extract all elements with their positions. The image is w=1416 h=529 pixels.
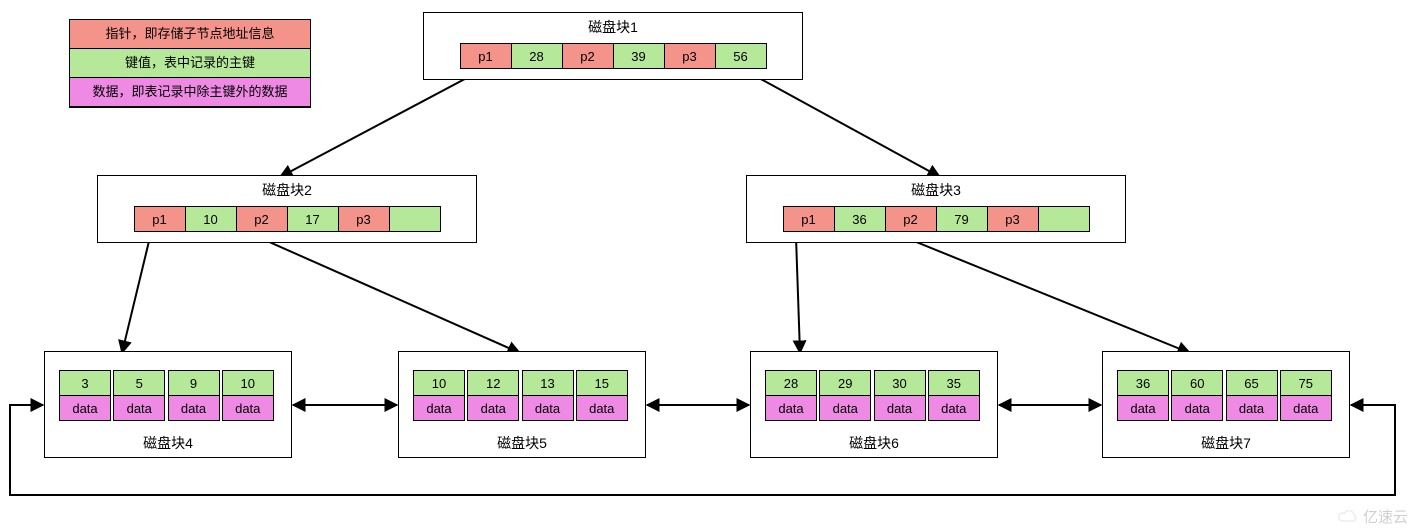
disk-block-1: 磁盘块1 p128p239p356 [423, 12, 803, 80]
key-cell: 36 [1117, 370, 1169, 396]
data-cell: data [168, 395, 220, 421]
data-cell: data [576, 395, 628, 421]
block7-grid: 36data60data65data75data [1103, 356, 1349, 431]
data-cell: data [1171, 395, 1223, 421]
block2-cells: p110p217p3 [98, 206, 476, 242]
pointer-cell: p2 [236, 206, 288, 232]
block-title: 磁盘块1 [424, 17, 802, 37]
data-cell: data [1280, 395, 1332, 421]
disk-block-3: 磁盘块3 p136p279p3 [746, 175, 1126, 243]
leaf-column: 10data [413, 370, 468, 421]
data-cell: data [819, 395, 871, 421]
pointer-cell: p1 [783, 206, 835, 232]
data-cell: data [113, 395, 165, 421]
block6-grid: 28data29data30data35data [751, 356, 997, 431]
key-cell: 10 [185, 206, 237, 232]
key-cell: 9 [168, 370, 220, 396]
block1-cells: p128p239p356 [424, 43, 802, 79]
data-cell: data [1117, 395, 1169, 421]
key-cell: 3 [59, 370, 111, 396]
key-cell: 75 [1280, 370, 1332, 396]
key-cell [1038, 206, 1090, 232]
block5-grid: 10data12data13data15data [399, 356, 645, 431]
leaf-column: 60data [1172, 370, 1226, 421]
key-cell: 30 [874, 370, 926, 396]
leaf-column: 15data [577, 370, 631, 421]
leaf-column: 12data [468, 370, 522, 421]
leaf-column: 5data [114, 370, 168, 421]
disk-block-6: 28data29data30data35data 磁盘块6 [750, 351, 998, 458]
leaf-column: 9data [169, 370, 223, 421]
block-title: 磁盘块5 [399, 433, 645, 453]
disk-block-4: 3data5data9data10data 磁盘块4 [44, 351, 292, 458]
leaf-column: 36data [1117, 370, 1172, 421]
pointer-cell: p1 [134, 206, 186, 232]
pointer-cell: p3 [338, 206, 390, 232]
disk-block-2: 磁盘块2 p110p217p3 [97, 175, 477, 243]
key-cell: 10 [222, 370, 274, 396]
key-cell [389, 206, 441, 232]
leaf-column: 75data [1281, 370, 1335, 421]
leaf-column: 13data [523, 370, 577, 421]
leaf-column: 28data [765, 370, 820, 421]
data-cell: data [765, 395, 817, 421]
data-cell: data [413, 395, 465, 421]
data-cell: data [928, 395, 980, 421]
key-cell: 28 [765, 370, 817, 396]
data-cell: data [59, 395, 111, 421]
data-cell: data [522, 395, 574, 421]
leaf-column: 30data [875, 370, 929, 421]
block4-grid: 3data5data9data10data [45, 356, 291, 431]
key-cell: 39 [613, 43, 665, 69]
pointer-cell: p3 [664, 43, 716, 69]
block-title: 磁盘块7 [1103, 433, 1349, 453]
leaf-column: 29data [820, 370, 874, 421]
legend-box: 指针，即存储子节点地址信息键值，表中记录的主键数据，即表记录中除主键外的数据 [69, 19, 311, 108]
block-title: 磁盘块3 [747, 180, 1125, 200]
key-cell: 17 [287, 206, 339, 232]
key-cell: 28 [511, 43, 563, 69]
pointer-cell: p2 [885, 206, 937, 232]
pointer-cell: p1 [460, 43, 512, 69]
data-cell: data [222, 395, 274, 421]
key-cell: 13 [522, 370, 574, 396]
key-cell: 79 [936, 206, 988, 232]
leaf-column: 65data [1227, 370, 1281, 421]
key-cell: 35 [928, 370, 980, 396]
disk-block-7: 36data60data65data75data 磁盘块7 [1102, 351, 1350, 458]
key-cell: 10 [413, 370, 465, 396]
data-cell: data [874, 395, 926, 421]
key-cell: 36 [834, 206, 886, 232]
pointer-cell: p2 [562, 43, 614, 69]
key-cell: 5 [113, 370, 165, 396]
key-cell: 60 [1171, 370, 1223, 396]
cloud-icon [1337, 510, 1359, 524]
data-cell: data [1226, 395, 1278, 421]
block-title: 磁盘块2 [98, 180, 476, 200]
legend-row: 指针，即存储子节点地址信息 [69, 19, 311, 49]
block-title: 磁盘块4 [45, 433, 291, 453]
legend-row: 数据，即表记录中除主键外的数据 [69, 77, 311, 107]
leaf-column: 10data [223, 370, 277, 421]
leaf-column: 3data [59, 370, 114, 421]
disk-block-5: 10data12data13data15data 磁盘块5 [398, 351, 646, 458]
watermark: 亿速云 [1337, 506, 1408, 527]
block-title: 磁盘块6 [751, 433, 997, 453]
data-cell: data [467, 395, 519, 421]
block3-cells: p136p279p3 [747, 206, 1125, 242]
legend-row: 键值，表中记录的主键 [69, 48, 311, 78]
key-cell: 15 [576, 370, 628, 396]
key-cell: 56 [715, 43, 767, 69]
pointer-cell: p3 [987, 206, 1039, 232]
key-cell: 29 [819, 370, 871, 396]
key-cell: 65 [1226, 370, 1278, 396]
leaf-column: 35data [929, 370, 983, 421]
key-cell: 12 [467, 370, 519, 396]
watermark-text: 亿速云 [1363, 506, 1408, 527]
